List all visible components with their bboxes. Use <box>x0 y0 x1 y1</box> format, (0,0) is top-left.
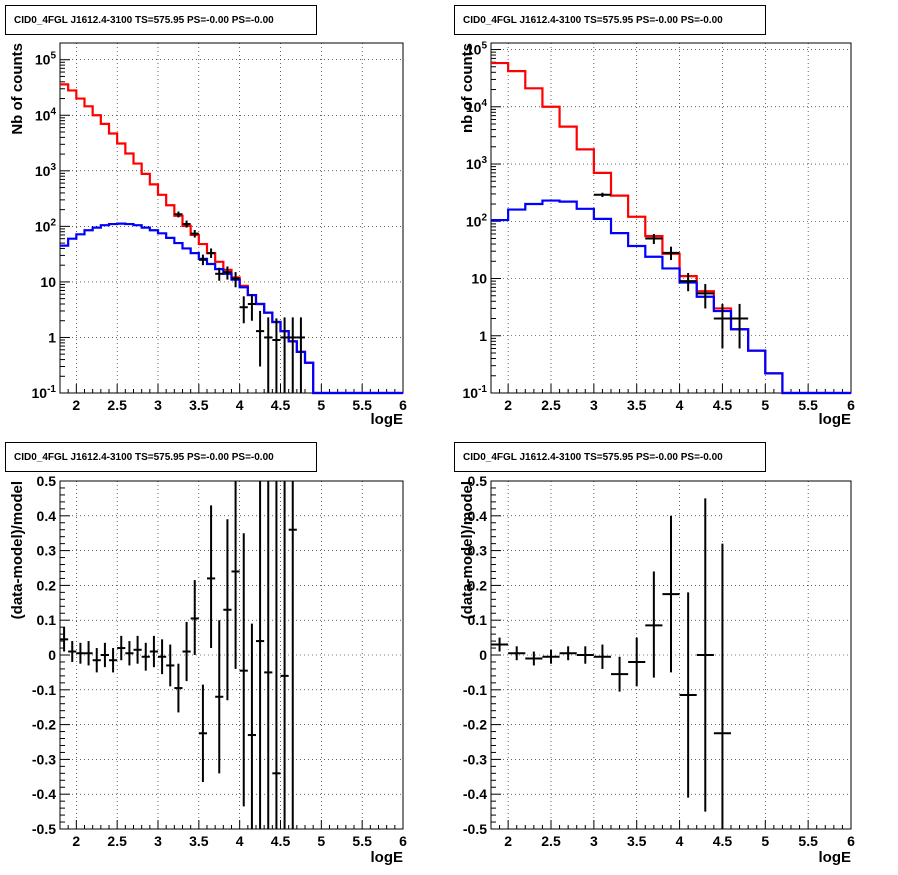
y-tick-label: 10 <box>40 274 56 290</box>
x-axis-label: logE <box>371 411 404 428</box>
y-tick-label: 0.1 <box>37 612 57 628</box>
x-tick-label: 4.5 <box>271 397 291 413</box>
y-tick-label: 0.3 <box>37 543 57 559</box>
pad3-title: CID0_4FGL J1612.4-3100 TS=575.95 PS=-0.0… <box>14 451 274 463</box>
x-tick-label: 5.5 <box>352 397 372 413</box>
x-tick-label: 2.5 <box>541 833 561 849</box>
x-tick-label: 2.5 <box>107 833 127 849</box>
y-tick-label: 0.2 <box>37 577 57 593</box>
y-tick-label: 105 <box>466 41 488 58</box>
x-tick-label: 5 <box>317 833 325 849</box>
x-tick-label: 4.5 <box>713 833 733 849</box>
pad1-title-box: CID0_4FGL J1612.4-3100 TS=575.95 PS=-0.0… <box>5 5 317 35</box>
x-tick-label: 6 <box>847 833 855 849</box>
y-tick-label: -0.4 <box>32 786 56 802</box>
y-tick-label: 0.5 <box>468 473 488 489</box>
x-tick-label: 6 <box>399 833 407 849</box>
y-tick-label: 1 <box>48 329 56 345</box>
x-axis-label: logE <box>371 849 404 866</box>
x-tick-label: 2.5 <box>107 397 127 413</box>
x-tick-label: 5.5 <box>798 397 818 413</box>
x-tick-label: 6 <box>847 397 855 413</box>
y-tick-label: 0.5 <box>37 473 57 489</box>
x-axis-label: logE <box>819 411 852 428</box>
y-tick-label: -0.5 <box>32 821 56 837</box>
y-tick-label: 103 <box>466 155 488 172</box>
plot-frame <box>490 42 852 394</box>
plot-frame <box>59 42 404 394</box>
y-tick-label: 0.1 <box>468 612 488 628</box>
pad2-title-box: CID0_4FGL J1612.4-3100 TS=575.95 PS=-0.0… <box>454 5 766 35</box>
x-tick-label: 5 <box>761 833 769 849</box>
histogram-series-line <box>60 222 403 395</box>
y-tick-label: -0.5 <box>463 821 487 837</box>
y-tick-label: -0.3 <box>463 751 487 767</box>
y-tick-label: 102 <box>35 217 57 234</box>
x-tick-label: 5.5 <box>352 833 372 849</box>
pad-4: 2 2.5 3 3.5 4 4.5 5 5.5 6 -0.5 -0.4 -0.3 -0.2 -0.1 0 0.… <box>459 473 855 866</box>
y-tick-label: 0.2 <box>468 577 488 593</box>
x-tick-label: 3 <box>154 833 162 849</box>
y-tick-label: 104 <box>466 98 488 115</box>
x-tick-label: 2.5 <box>541 397 561 413</box>
x-tick-label: 5 <box>761 397 769 413</box>
y-tick-label: 0.4 <box>468 508 488 524</box>
pad4-title: CID0_4FGL J1612.4-3100 TS=575.95 PS=-0.0… <box>463 451 723 463</box>
y-tick-label: 10-1 <box>32 384 57 401</box>
x-tick-label: 3 <box>590 833 598 849</box>
y-tick-label: 0.3 <box>468 543 488 559</box>
y-axis-label: (data-model)/model <box>9 481 26 619</box>
x-tick-label: 6 <box>399 397 407 413</box>
x-tick-label: 4 <box>676 397 684 413</box>
y-tick-label: 103 <box>35 162 57 179</box>
y-tick-label: 1 <box>479 328 487 344</box>
x-tick-label: 3 <box>590 397 598 413</box>
x-tick-label: 3.5 <box>627 833 647 849</box>
y-tick-label: 0.4 <box>37 508 57 524</box>
y-tick-label: -0.3 <box>32 751 56 767</box>
y-tick-label: 0 <box>479 647 487 663</box>
y-tick-label: -0.1 <box>32 682 56 698</box>
pad-1: 2 2.5 3 3.5 4 4.5 5 5.5 6 10-1 1 10 102 103 104 105 logE… <box>9 42 407 428</box>
y-tick-label: -0.2 <box>32 717 56 733</box>
y-tick-label: 104 <box>35 106 57 123</box>
x-tick-label: 3.5 <box>189 833 209 849</box>
pad-3: 2 2.5 3 3.5 4 4.5 5 5.5 6 -0.5 -0.4 -0.3 -0.2 -0.1 0 0.… <box>9 473 407 866</box>
x-tick-label: 3.5 <box>189 397 209 413</box>
x-tick-label: 5 <box>317 397 325 413</box>
y-tick-label: 105 <box>35 51 57 68</box>
y-tick-label: -0.2 <box>463 717 487 733</box>
y-axis-label: nb of counts <box>459 43 476 133</box>
pad4-title-box: CID0_4FGL J1612.4-3100 TS=575.95 PS=-0.0… <box>454 442 766 472</box>
x-tick-label: 2 <box>72 397 80 413</box>
x-tick-label: 4.5 <box>271 833 291 849</box>
x-tick-label: 3 <box>154 397 162 413</box>
x-axis-label: logE <box>819 849 852 866</box>
pad2-title: CID0_4FGL J1612.4-3100 TS=575.95 PS=-0.0… <box>463 14 723 26</box>
plot-frame <box>59 480 404 830</box>
y-axis-label: Nb of counts <box>9 43 26 135</box>
x-tick-label: 5.5 <box>798 833 818 849</box>
x-tick-label: 4 <box>676 833 684 849</box>
y-tick-label: -0.4 <box>463 786 487 802</box>
y-tick-label: 0 <box>48 647 56 663</box>
histogram-series-line <box>491 199 851 395</box>
y-tick-label: -0.1 <box>463 682 487 698</box>
y-axis-label: (data-model)/model <box>459 481 476 619</box>
x-tick-label: 4 <box>236 833 244 849</box>
y-tick-label: 102 <box>466 212 488 229</box>
y-tick-label: 10 <box>471 271 487 287</box>
x-tick-label: 2 <box>504 833 512 849</box>
pad-2: 2 2.5 3 3.5 4 4.5 5 5.5 6 10-1 1 10 102 103 104 105 logE… <box>459 41 855 428</box>
x-tick-label: 4 <box>236 397 244 413</box>
x-tick-label: 3.5 <box>627 397 647 413</box>
pad1-title: CID0_4FGL J1612.4-3100 TS=575.95 PS=-0.0… <box>14 14 274 26</box>
x-tick-label: 4.5 <box>713 397 733 413</box>
y-tick-label: 10-1 <box>463 384 488 401</box>
pad3-title-box: CID0_4FGL J1612.4-3100 TS=575.95 PS=-0.0… <box>5 442 317 472</box>
x-tick-label: 2 <box>72 833 80 849</box>
x-tick-label: 2 <box>504 397 512 413</box>
